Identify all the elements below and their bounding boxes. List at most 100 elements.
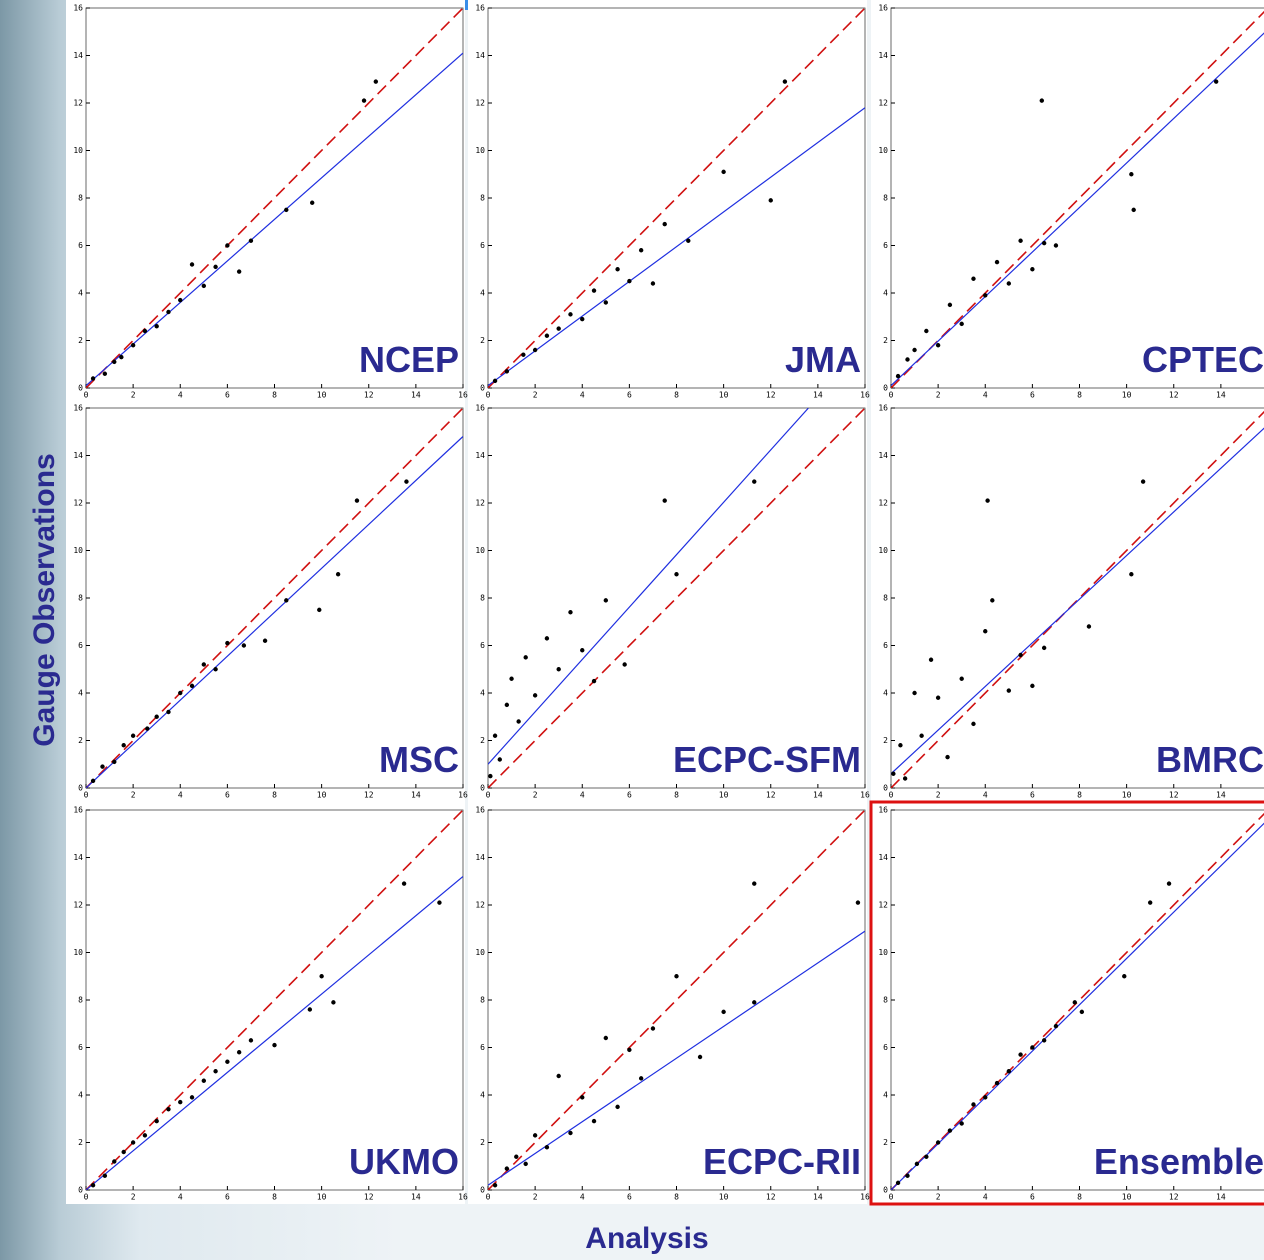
plot-area	[891, 812, 1264, 1190]
data-point	[591, 288, 597, 293]
data-point	[544, 333, 550, 338]
data-point	[1006, 281, 1012, 286]
x-tick-label: 16	[860, 791, 870, 800]
y-tick-label: 16	[475, 404, 485, 413]
data-point	[532, 347, 538, 353]
y-tick-label: 0	[883, 1186, 888, 1195]
panel: 0 2 4 6 8 10 12 14 16 0 2 4 6 8 10 12 14 16 ECPC-SFM	[468, 400, 870, 802]
data-point	[895, 1180, 901, 1186]
y-tick-label: 6	[883, 1043, 888, 1052]
data-point	[898, 743, 903, 748]
data-point	[855, 900, 861, 905]
data-point	[1018, 1052, 1023, 1057]
y-tick-label: 4	[78, 689, 83, 698]
x-tick-label: 8	[272, 791, 277, 800]
y-tick-label: 8	[883, 996, 888, 1005]
y-tick-label: 14	[73, 853, 83, 862]
data-point	[154, 324, 159, 329]
data-point	[166, 1107, 171, 1112]
data-point	[248, 1038, 254, 1043]
y-tick-label: 12	[475, 901, 485, 910]
y-tick-label: 8	[480, 194, 485, 203]
data-point	[166, 709, 171, 715]
panel: 0 2 4 6 8 10 12 14 16 0 2 4 6 8 10 12 14 16 JMA	[468, 0, 870, 402]
x-tick-label: 14	[1216, 791, 1226, 800]
y-tick-label: 6	[78, 241, 83, 250]
data-point	[523, 1161, 528, 1167]
data-point	[492, 1183, 498, 1188]
data-point	[121, 1149, 126, 1155]
data-point	[1147, 900, 1153, 905]
panel-title: MSC	[379, 739, 459, 780]
plot-area	[891, 410, 1264, 788]
y-tick-label: 14	[475, 853, 485, 862]
y-tick-label: 0	[78, 384, 83, 393]
x-tick-label: 0	[84, 391, 89, 400]
data-point	[213, 264, 218, 270]
y-tick-label: 14	[475, 51, 485, 60]
y-tick-label: 8	[78, 194, 83, 203]
y-tick-label: 10	[73, 146, 83, 155]
panel-title: NCEP	[359, 339, 459, 380]
data-point	[568, 312, 573, 317]
data-point	[121, 743, 126, 748]
data-point	[373, 79, 379, 84]
data-point	[335, 572, 341, 577]
data-point	[959, 321, 964, 327]
x-tick-label: 14	[813, 791, 823, 800]
x-tick-label: 8	[674, 1193, 679, 1202]
data-point	[437, 900, 442, 905]
data-point	[225, 1059, 230, 1064]
x-tick-label: 12	[1169, 791, 1179, 800]
data-point	[523, 655, 528, 660]
x-tick-label: 8	[272, 391, 277, 400]
y-tick-label: 16	[878, 806, 888, 815]
data-point	[145, 726, 150, 731]
data-point	[935, 343, 941, 348]
y-tick-label: 6	[883, 641, 888, 650]
y-tick-label: 6	[78, 641, 83, 650]
data-point	[580, 648, 585, 653]
fit-line	[488, 107, 865, 387]
x-tick-label: 10	[1122, 791, 1132, 800]
data-point	[532, 1133, 538, 1138]
x-tick-label: 12	[364, 1193, 374, 1202]
data-point	[213, 1069, 218, 1074]
y-tick-label: 8	[480, 996, 485, 1005]
y-tick-label: 4	[883, 289, 888, 298]
data-point	[905, 357, 910, 362]
data-point	[752, 479, 757, 484]
y-tick-label: 10	[878, 546, 888, 555]
data-point	[130, 733, 136, 738]
data-point	[985, 498, 990, 503]
x-tick-label: 2	[533, 1193, 538, 1202]
data-point	[90, 778, 96, 784]
data-point	[504, 369, 510, 374]
x-tick-label: 2	[936, 1193, 941, 1202]
x-axis-label: Analysis	[585, 1222, 708, 1255]
y-tick-label: 6	[480, 641, 485, 650]
data-point	[912, 690, 917, 696]
data-point	[189, 683, 195, 689]
data-point	[674, 572, 679, 577]
x-tick-label: 14	[1216, 391, 1226, 400]
data-point	[488, 773, 493, 779]
data-point	[201, 283, 207, 289]
y-tick-label: 4	[883, 689, 888, 698]
x-tick-label: 2	[936, 791, 941, 800]
data-point	[1166, 881, 1172, 886]
y-tick-label: 2	[883, 736, 888, 745]
data-point	[1079, 1009, 1085, 1015]
data-point	[178, 297, 183, 303]
x-tick-label: 12	[766, 1193, 776, 1202]
x-tick-label: 4	[178, 1193, 183, 1202]
data-point	[112, 359, 117, 365]
data-point	[905, 1173, 910, 1178]
data-point	[1030, 1045, 1035, 1050]
data-point	[284, 207, 289, 213]
data-point	[201, 1078, 207, 1083]
data-point	[497, 757, 502, 762]
data-point	[201, 662, 207, 667]
data-point	[650, 281, 656, 286]
